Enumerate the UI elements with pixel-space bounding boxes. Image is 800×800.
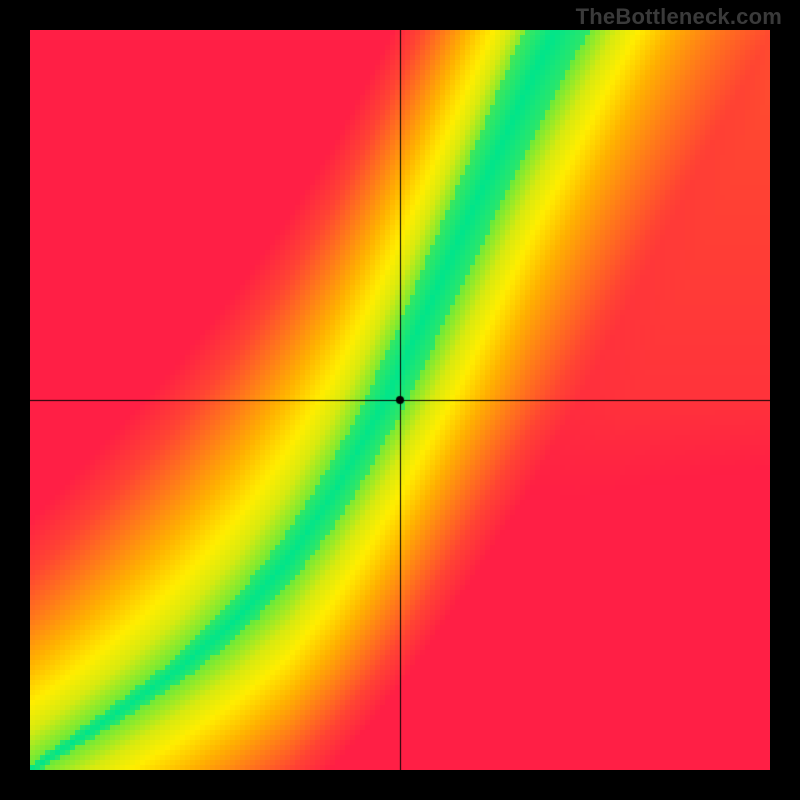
- heatmap-overlay: [30, 30, 770, 770]
- watermark-text: TheBottleneck.com: [576, 4, 782, 30]
- chart-frame: TheBottleneck.com: [0, 0, 800, 800]
